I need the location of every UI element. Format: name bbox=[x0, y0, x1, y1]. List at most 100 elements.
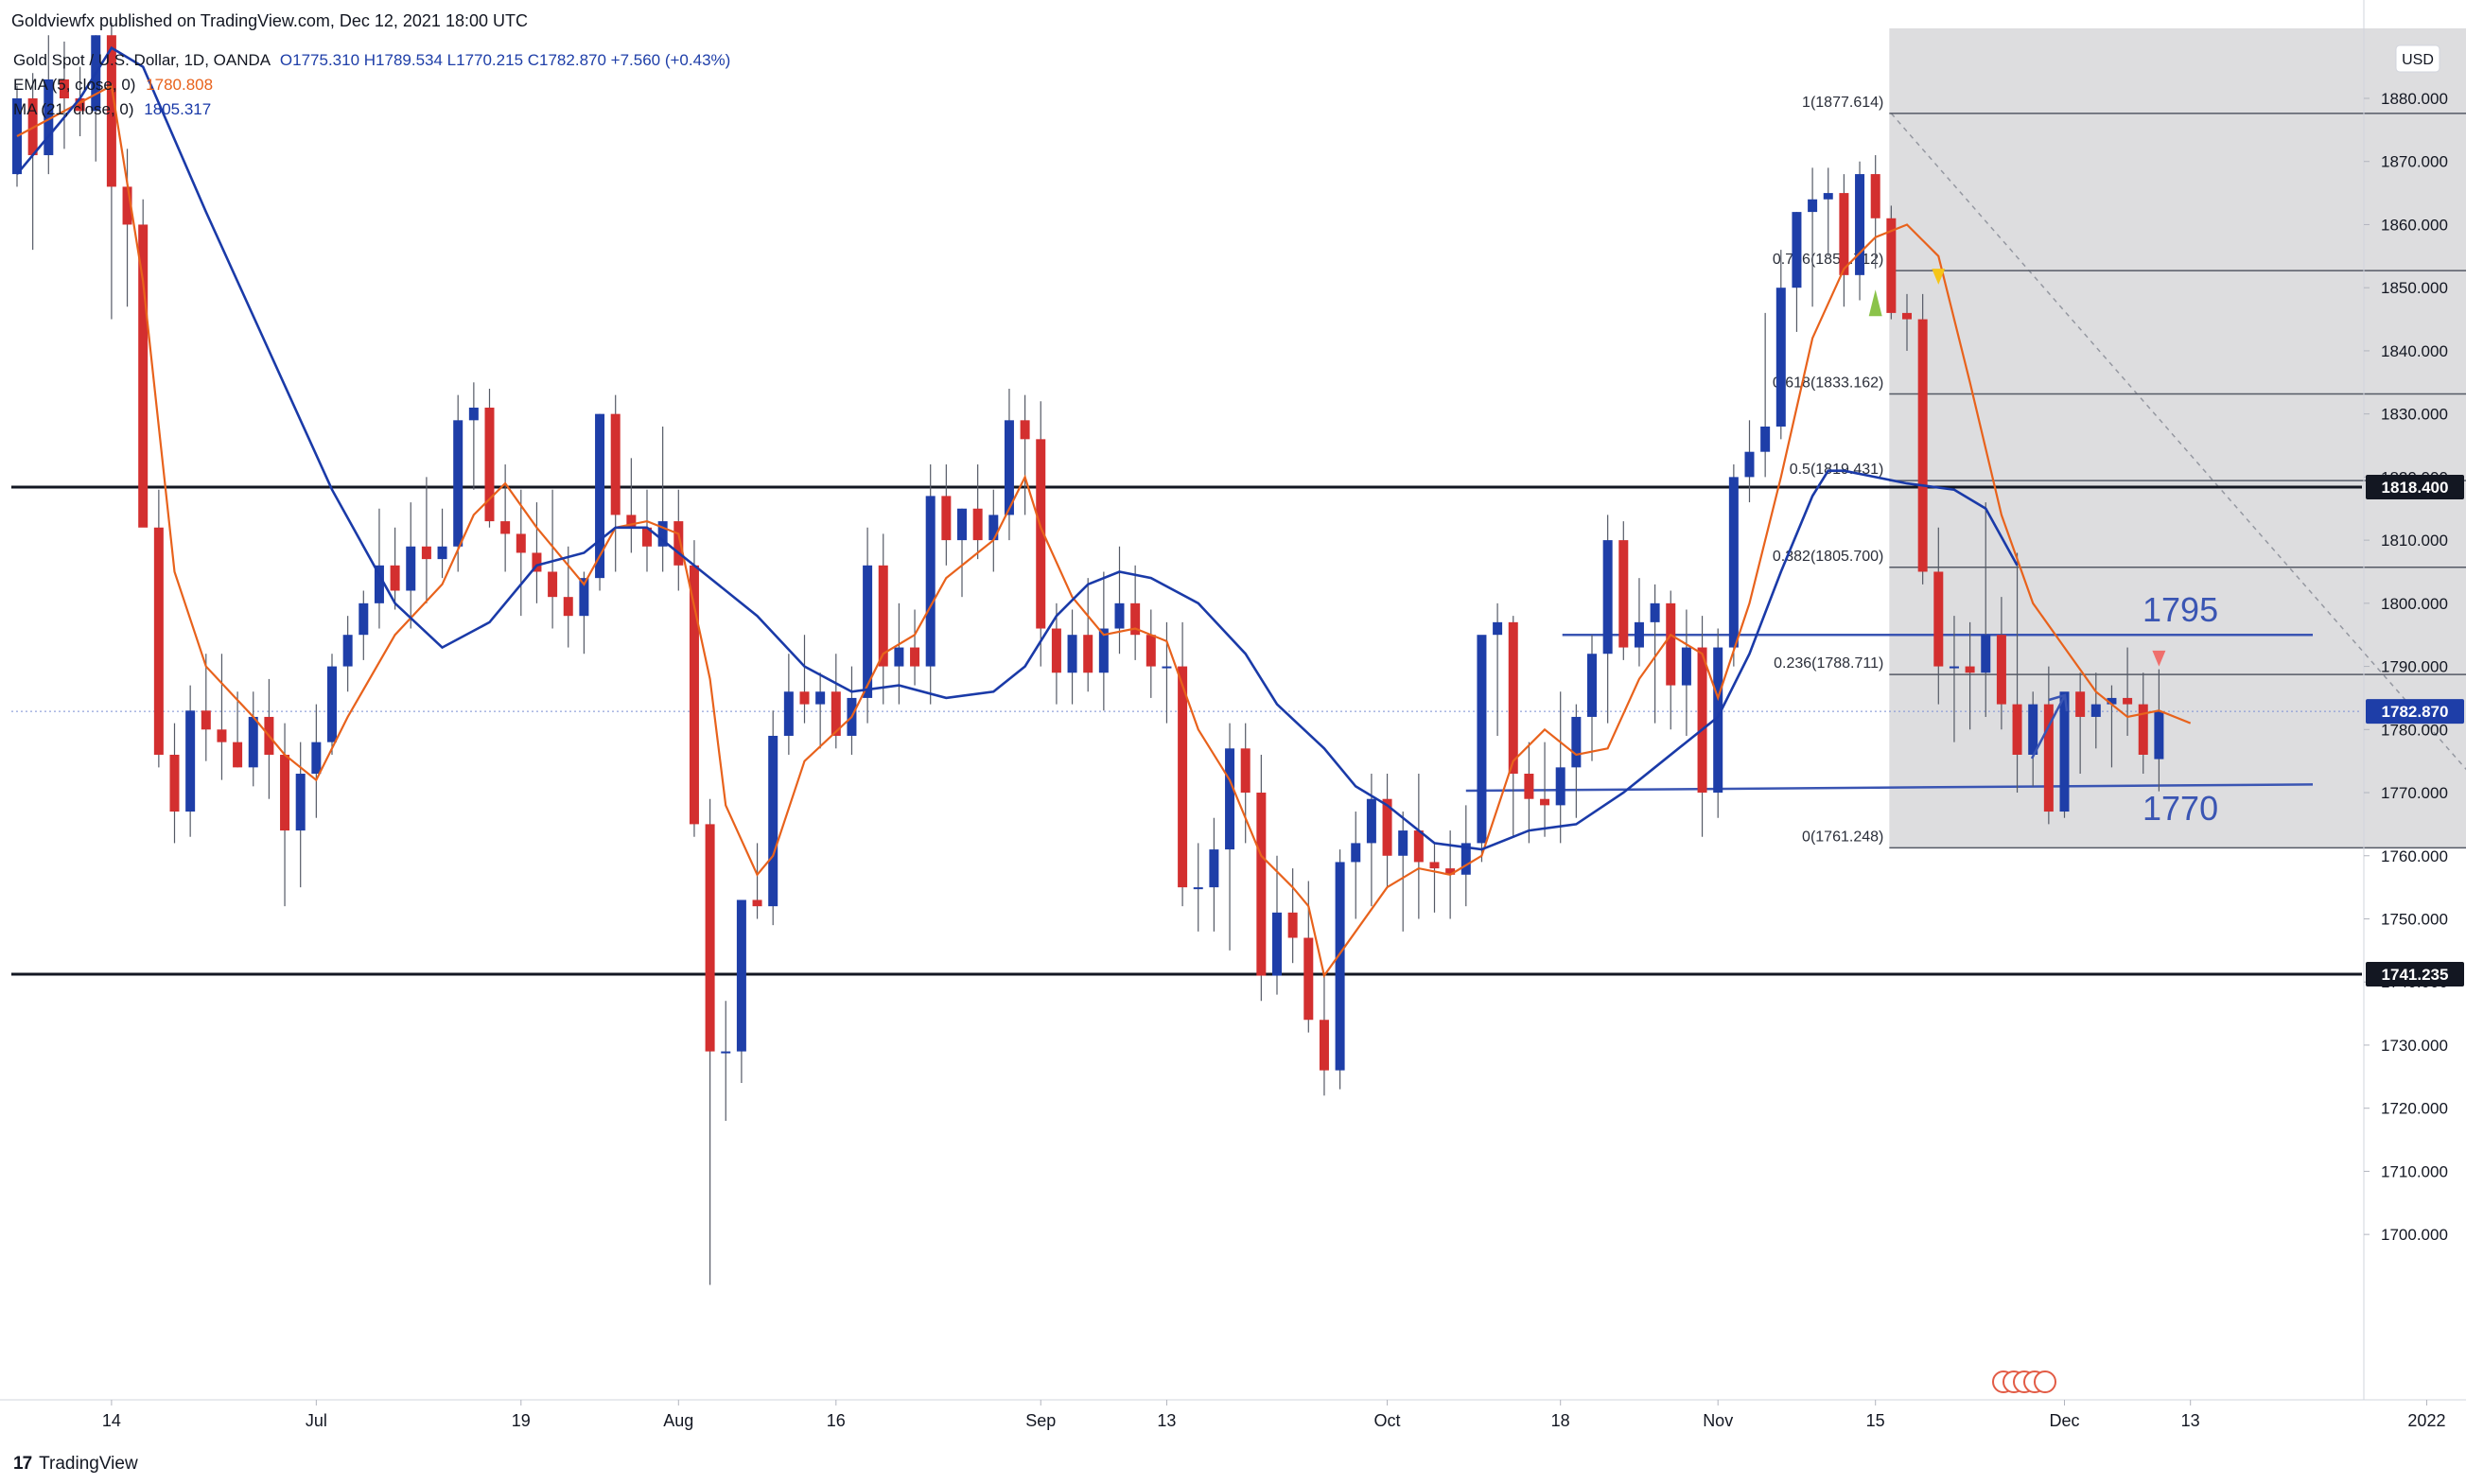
y-tick-label: 1700.000 bbox=[2381, 1226, 2448, 1244]
level-1770-label: 1770 bbox=[2142, 789, 2218, 828]
fib-zone-layer bbox=[1889, 28, 2466, 848]
candle bbox=[2075, 672, 2086, 775]
candle-body bbox=[1760, 426, 1771, 452]
candle bbox=[957, 508, 967, 598]
candle-body bbox=[1398, 830, 1408, 856]
y-tick-label: 1780.000 bbox=[2381, 721, 2448, 739]
event-flag-icon bbox=[2034, 1371, 2056, 1393]
candle-body bbox=[532, 552, 542, 572]
candle bbox=[1067, 609, 1077, 705]
candle bbox=[233, 691, 243, 768]
legend-ema-row[interactable]: EMA (5, close, 0) 1780.808 bbox=[13, 76, 213, 95]
candle-body bbox=[1728, 477, 1739, 648]
candle-body bbox=[1209, 849, 1219, 888]
candle bbox=[138, 199, 149, 528]
candle-body bbox=[548, 571, 558, 598]
candle-body bbox=[957, 508, 967, 541]
candle-body bbox=[1666, 602, 1676, 686]
candle bbox=[1996, 597, 2006, 730]
level-1795-label: 1795 bbox=[2142, 590, 2218, 629]
candle bbox=[390, 527, 400, 610]
candle-body bbox=[1744, 451, 1755, 478]
x-tick-label: 16 bbox=[827, 1411, 846, 1430]
candle-body bbox=[1130, 602, 1141, 636]
x-tick-label: Dec bbox=[2049, 1411, 2079, 1430]
candle-body bbox=[1855, 174, 1865, 275]
candle-body bbox=[1555, 767, 1565, 806]
candle-body bbox=[122, 186, 132, 225]
y-tick-label: 1840.000 bbox=[2381, 342, 2448, 360]
legend-ema-value: 1780.808 bbox=[146, 76, 214, 94]
candle-body bbox=[1933, 571, 1944, 667]
candle-body bbox=[863, 565, 873, 698]
candle-body bbox=[169, 754, 180, 812]
legend-ma-row[interactable]: MA (21, close, 0) 1805.317 bbox=[13, 100, 211, 119]
candle-body bbox=[1650, 602, 1660, 622]
candle bbox=[1981, 502, 1991, 717]
x-tick-label: Aug bbox=[663, 1411, 693, 1430]
candle bbox=[910, 609, 920, 686]
candle-body bbox=[1477, 635, 1487, 844]
candle bbox=[106, 22, 116, 320]
candle-body bbox=[342, 635, 353, 667]
candle bbox=[1272, 855, 1282, 995]
legend-ema-label: EMA (5, close, 0) bbox=[13, 76, 136, 94]
candle bbox=[1209, 817, 1219, 932]
candle-body bbox=[359, 602, 369, 636]
candle bbox=[406, 502, 416, 629]
candle bbox=[1256, 754, 1267, 1002]
candle-body bbox=[579, 578, 589, 617]
y-tick-label: 1850.000 bbox=[2381, 279, 2448, 297]
candle bbox=[1083, 578, 1093, 692]
tradingview-brand[interactable]: 17 TradingView bbox=[13, 1454, 138, 1475]
candle-body bbox=[1775, 288, 1786, 427]
x-tick-label: Jul bbox=[306, 1411, 327, 1430]
candle-body bbox=[2075, 691, 2086, 717]
candle bbox=[516, 489, 526, 617]
legend-ma-value: 1805.317 bbox=[144, 100, 212, 118]
projection-arrow-icon bbox=[2030, 693, 2069, 759]
candle bbox=[1051, 602, 1061, 705]
candle-body bbox=[1886, 218, 1897, 313]
candle bbox=[1036, 401, 1046, 667]
x-tick-label: 19 bbox=[512, 1411, 531, 1430]
buy-signal-icon bbox=[1868, 289, 1882, 317]
candle-body bbox=[1870, 174, 1880, 218]
y-tick-label: 1710.000 bbox=[2381, 1162, 2448, 1180]
candle bbox=[1460, 805, 1471, 907]
candle bbox=[1823, 167, 1833, 256]
y-tick-label: 1830.000 bbox=[2381, 406, 2448, 424]
candle-body bbox=[453, 420, 463, 547]
candle-body bbox=[626, 515, 637, 528]
candle bbox=[1808, 167, 1818, 307]
candle bbox=[799, 635, 810, 724]
candle-body bbox=[736, 899, 746, 1052]
legend-symbol-row[interactable]: Gold Spot / U.S. Dollar, 1D, OANDA O1775… bbox=[13, 51, 730, 70]
currency-badge[interactable]: USD bbox=[2395, 44, 2440, 73]
candle bbox=[2028, 691, 2038, 787]
candle bbox=[1020, 394, 1030, 515]
candle-body bbox=[752, 899, 762, 907]
candle bbox=[988, 489, 999, 572]
candle bbox=[1728, 464, 1739, 667]
x-tick-label: 13 bbox=[1157, 1411, 1176, 1430]
candle-body bbox=[1162, 666, 1172, 669]
candle-body bbox=[1083, 635, 1093, 673]
candle-body bbox=[941, 496, 952, 541]
candle-body bbox=[1335, 862, 1345, 1071]
candle bbox=[1902, 293, 1912, 351]
candle bbox=[705, 798, 715, 1285]
candle bbox=[185, 685, 196, 837]
y-tick-label: 1760.000 bbox=[2381, 847, 2448, 865]
candle-body bbox=[1178, 666, 1188, 888]
candle bbox=[2154, 669, 2164, 792]
candle-body bbox=[374, 565, 384, 603]
candle-body bbox=[2059, 691, 2070, 812]
candle-body bbox=[1146, 635, 1156, 667]
candle bbox=[1335, 849, 1345, 1090]
candle-body bbox=[75, 98, 85, 112]
candle bbox=[1114, 546, 1125, 655]
candle-body bbox=[815, 691, 826, 705]
y-tick-label: 1790.000 bbox=[2381, 658, 2448, 676]
